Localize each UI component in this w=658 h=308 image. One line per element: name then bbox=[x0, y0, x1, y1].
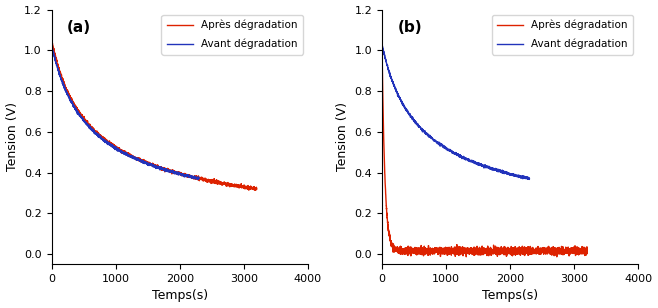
Line: Avant dégradation: Avant dégradation bbox=[382, 43, 530, 180]
Avant dégradation bbox=[443, 147, 451, 151]
Après dégradation bbox=[142, 161, 150, 164]
Legend: Après dégradation, Avant dégradation: Après dégradation, Avant dégradation bbox=[492, 15, 633, 55]
Avant dégradation bbox=[525, 178, 533, 181]
Avant dégradation bbox=[446, 148, 454, 152]
Après dégradation bbox=[253, 187, 261, 191]
Text: (a): (a) bbox=[67, 20, 91, 35]
Avant dégradation bbox=[110, 145, 118, 149]
Après dégradation bbox=[557, 250, 565, 253]
Après dégradation bbox=[58, 76, 66, 80]
Line: Avant dégradation: Avant dégradation bbox=[51, 44, 199, 180]
Après dégradation bbox=[553, 255, 561, 259]
Après dégradation bbox=[247, 187, 255, 191]
Avant dégradation bbox=[65, 95, 73, 99]
Après dégradation bbox=[401, 250, 409, 253]
Après dégradation bbox=[209, 179, 217, 183]
Avant dégradation bbox=[47, 42, 55, 46]
Avant dégradation bbox=[462, 157, 470, 161]
Après dégradation bbox=[47, 37, 55, 41]
Avant dégradation bbox=[132, 156, 139, 160]
Avant dégradation bbox=[378, 42, 386, 45]
Avant dégradation bbox=[526, 177, 534, 181]
Après dégradation bbox=[583, 249, 591, 252]
Après dégradation bbox=[466, 249, 474, 252]
Après dégradation bbox=[245, 188, 253, 192]
Après dégradation bbox=[378, 42, 386, 46]
Avant dégradation bbox=[116, 148, 124, 152]
Après dégradation bbox=[457, 249, 465, 252]
Avant dégradation bbox=[194, 178, 202, 181]
Après dégradation bbox=[579, 246, 587, 250]
Legend: Après dégradation, Avant dégradation: Après dégradation, Avant dégradation bbox=[161, 15, 303, 55]
Text: (b): (b) bbox=[397, 20, 422, 35]
Y-axis label: Tension (V): Tension (V) bbox=[336, 102, 349, 171]
Line: Après dégradation: Après dégradation bbox=[51, 39, 257, 190]
Après dégradation bbox=[147, 163, 155, 166]
Après dégradation bbox=[414, 251, 422, 255]
X-axis label: Temps(s): Temps(s) bbox=[482, 290, 538, 302]
Avant dégradation bbox=[113, 146, 121, 150]
Avant dégradation bbox=[390, 83, 397, 86]
Line: Après dégradation: Après dégradation bbox=[382, 44, 587, 257]
X-axis label: Temps(s): Temps(s) bbox=[152, 290, 208, 302]
Avant dégradation bbox=[441, 146, 449, 149]
Avant dégradation bbox=[59, 82, 67, 86]
Après dégradation bbox=[247, 187, 255, 190]
Y-axis label: Tension (V): Tension (V) bbox=[5, 102, 18, 171]
Avant dégradation bbox=[395, 95, 403, 99]
Avant dégradation bbox=[195, 176, 203, 180]
